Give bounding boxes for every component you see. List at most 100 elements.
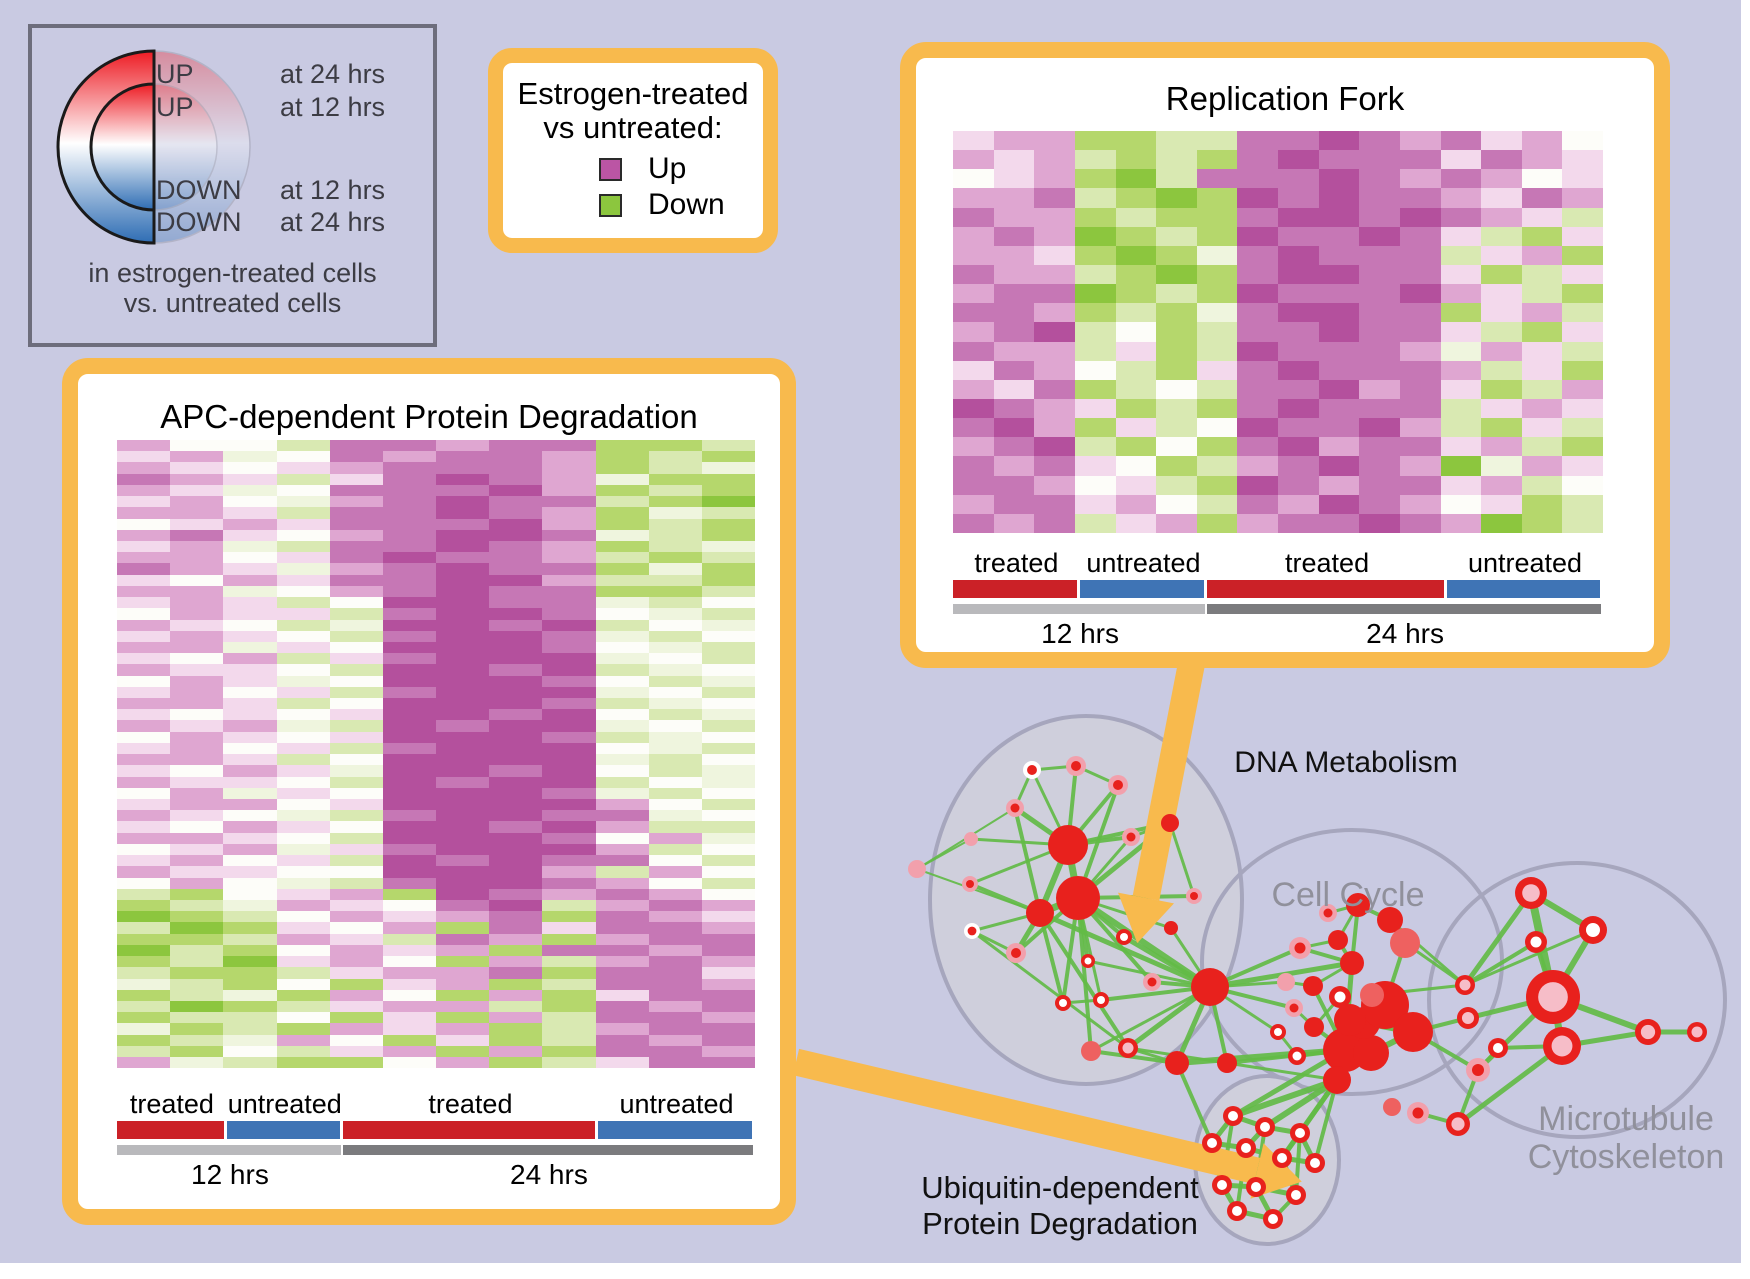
heatmap-cell <box>170 619 224 631</box>
heatmap-cell <box>1196 360 1238 380</box>
heatmap-cell <box>993 341 1035 361</box>
heatmap-cell <box>382 821 437 833</box>
heatmap-cell <box>595 877 649 889</box>
heatmap-cell <box>701 1034 756 1046</box>
heatmap-cell <box>701 619 756 631</box>
heatmap-cell <box>1237 360 1278 380</box>
heatmap-cell <box>953 303 994 323</box>
heatmap-cell <box>276 641 330 654</box>
heatmap-cell <box>223 675 277 687</box>
heatmap-cell <box>223 821 277 833</box>
heatmap-cell <box>595 866 649 878</box>
heatmap-cell <box>1562 398 1603 419</box>
heatmap-cell <box>595 698 649 710</box>
heatmap-cell <box>1115 494 1157 514</box>
heatmap-cell <box>648 978 702 990</box>
heatmap-row <box>117 1000 756 1013</box>
heatmap-cell <box>223 686 277 699</box>
heatmap-cell <box>701 664 756 676</box>
heatmap-cell <box>117 765 171 777</box>
heatmap-cell <box>542 933 596 945</box>
heatmap-cell <box>170 597 224 609</box>
heatmap-cell <box>701 810 756 822</box>
heatmap-cell <box>542 1000 596 1013</box>
heatmap-cell <box>993 303 1035 323</box>
heatmap-cell <box>1156 418 1197 438</box>
heatmap-cell <box>595 552 649 564</box>
heatmap-cell <box>170 529 224 541</box>
heatmap-cell <box>1521 303 1563 323</box>
heatmap-cell <box>329 619 383 631</box>
heatmap-cell <box>953 475 994 495</box>
heatmap-cell <box>648 462 702 474</box>
heatmap-cell <box>1562 169 1603 189</box>
apc-panel-title: APC-dependent Protein Degradation <box>160 398 698 435</box>
heatmap-cell <box>1196 475 1238 495</box>
heatmap-cell <box>436 518 490 530</box>
heatmap-row <box>117 877 756 889</box>
heatmap-cell <box>170 956 224 968</box>
heatmap-cell <box>276 608 330 620</box>
heatmap-cell <box>595 843 649 856</box>
heatmap-cell <box>1237 169 1278 189</box>
heatmap-cell <box>223 641 277 654</box>
heatmap-cell <box>1115 150 1157 170</box>
heatmap-cell <box>329 1000 383 1013</box>
heatmap-cell <box>542 630 596 642</box>
up-24-time: at 24 hrs <box>280 59 386 89</box>
heatmap-cell <box>953 169 994 189</box>
heatmap-cell <box>1440 284 1482 304</box>
heatmap-cell <box>329 956 383 968</box>
heatmap-cell <box>648 709 702 721</box>
heatmap-cell <box>329 1023 383 1035</box>
heatmap-cell <box>1237 475 1278 495</box>
heatmap-cell <box>701 888 756 900</box>
heatmap-cell <box>1481 322 1522 342</box>
heatmap-cell <box>276 496 330 508</box>
heatmap-cell <box>117 1012 171 1024</box>
heatmap-cell <box>382 1012 437 1024</box>
heatmap-cell <box>436 585 490 598</box>
condition-label: untreated <box>1086 548 1201 578</box>
heatmap-cell <box>489 911 543 923</box>
heatmap-cell <box>648 597 702 609</box>
heatmap-cell <box>382 832 437 844</box>
heatmap-cell <box>436 473 490 485</box>
heatmap-cell <box>953 322 994 342</box>
heatmap-cell <box>329 496 383 508</box>
heatmap-cell <box>648 877 702 889</box>
heatmap-cell <box>1359 303 1400 323</box>
heatmap-cell <box>1399 322 1441 342</box>
heatmap-cell <box>648 933 702 945</box>
heatmap-cell <box>276 799 330 811</box>
heatmap-cell <box>117 698 171 710</box>
heatmap-cell <box>1034 226 1075 246</box>
heatmap-cell <box>382 1057 437 1069</box>
heatmap-cell <box>489 518 543 530</box>
heatmap-cell <box>489 944 543 957</box>
heatmap-cell <box>701 686 756 699</box>
heatmap-cell <box>436 496 490 508</box>
heatmap-cell <box>1399 418 1441 438</box>
heatmap-cell <box>382 888 437 900</box>
heatmap-cell <box>1156 207 1197 227</box>
ring-caption-line2: vs. untreated cells <box>123 288 342 318</box>
heatmap-cell <box>436 529 490 541</box>
apc-heatmap-panel: APC-dependent Protein Degradation treate… <box>62 358 796 1225</box>
heatmap-cell <box>276 563 330 575</box>
heatmap-cell <box>953 264 994 285</box>
heatmap-cell <box>1278 360 1319 380</box>
heatmap-cell <box>1562 284 1603 304</box>
heatmap-cell <box>382 451 437 463</box>
rf-condition-bars <box>953 580 1603 598</box>
heatmap-cell <box>489 507 543 519</box>
heatmap-cell <box>1399 226 1441 246</box>
heatmap-cell <box>1481 475 1522 495</box>
heatmap-cell <box>1521 264 1563 285</box>
heatmap-cell <box>1237 341 1278 361</box>
heatmap-cell <box>1115 437 1157 457</box>
heatmap-cell <box>1278 322 1319 342</box>
heatmap-cell <box>489 664 543 676</box>
heatmap-cell <box>1074 169 1116 189</box>
heatmap-cell <box>595 956 649 968</box>
